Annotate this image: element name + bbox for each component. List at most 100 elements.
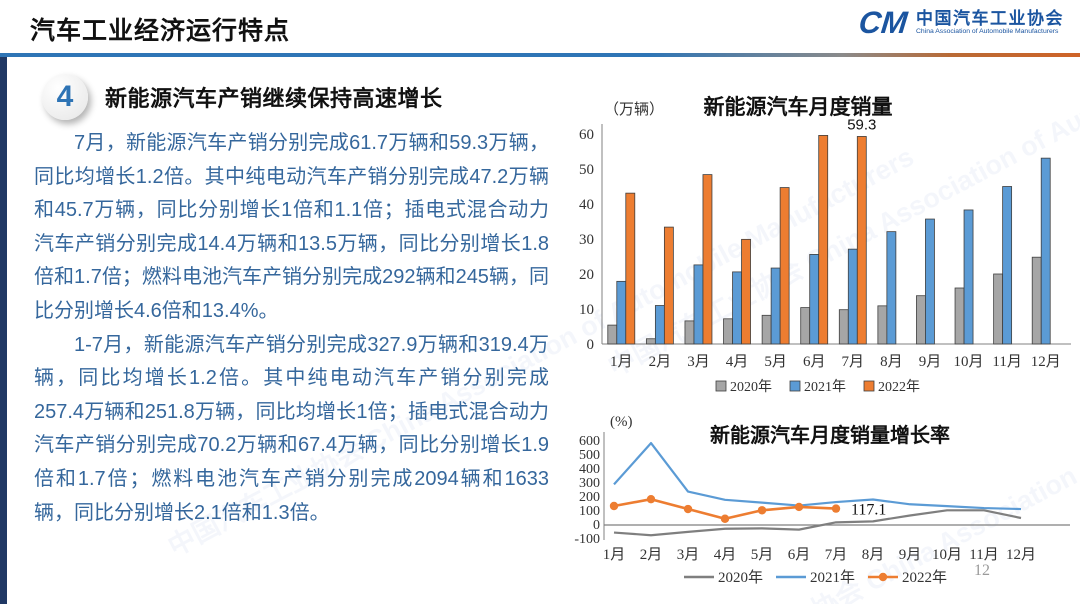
x-tick-label: 2月 bbox=[640, 547, 663, 563]
legend-marker bbox=[878, 572, 888, 582]
x-tick-label: 6月 bbox=[803, 354, 826, 370]
body-paragraph-1: 7月，新能源汽车产销分别完成61.7万辆和59.3万辆，同比均增长1.2倍。其中… bbox=[34, 132, 549, 322]
bar bbox=[723, 318, 733, 345]
x-tick-label: 7月 bbox=[842, 354, 865, 370]
section-number-badge: 4 bbox=[42, 74, 88, 120]
legend-label: 2020年 bbox=[718, 569, 763, 586]
bar bbox=[856, 136, 867, 345]
body-paragraph-2: 1-7月，新能源汽车产销分别完成327.9万辆和319.4万辆，同比均增长1.2… bbox=[34, 333, 549, 524]
bar bbox=[847, 248, 858, 345]
x-tick-label: 4月 bbox=[714, 547, 737, 563]
line-chart-unit-label: (%) bbox=[610, 414, 633, 430]
legend-label: 2022年 bbox=[878, 379, 920, 395]
x-tick-label: 7月 bbox=[825, 547, 848, 563]
y-tick-label: 200 bbox=[579, 490, 600, 505]
bar bbox=[838, 309, 849, 345]
caam-logo: CM 中国汽车工业协会 China Association of Automob… bbox=[856, 5, 1064, 40]
bar bbox=[761, 314, 772, 345]
bar bbox=[1040, 157, 1051, 345]
x-tick-label: 8月 bbox=[880, 354, 903, 370]
header-divider bbox=[0, 53, 1080, 57]
legend-label: 2022年 bbox=[902, 569, 947, 586]
y-tick-label: 30 bbox=[579, 232, 594, 248]
y-tick-label: 50 bbox=[579, 162, 594, 178]
x-tick-label: 11月 bbox=[969, 547, 998, 563]
line-series-2020年 bbox=[613, 509, 1022, 537]
x-tick-label: 1月 bbox=[603, 547, 626, 563]
x-tick-label: 5月 bbox=[764, 354, 787, 370]
monthly-sales-bar-chart: 新能源汽车月度销量 （万辆） 0 10 20 30 40 50 60 1月 2月 3月 4月 5月 6月 7月… bbox=[579, 95, 1071, 395]
logo-org-name-en: China Association of Automobile Manufact… bbox=[916, 28, 1059, 36]
bar bbox=[818, 135, 829, 345]
x-tick-label: 6月 bbox=[788, 547, 811, 563]
bar-series-2022年 bbox=[625, 135, 867, 345]
x-tick-label: 10月 bbox=[954, 354, 984, 370]
x-tick-label: 3月 bbox=[687, 354, 710, 370]
bar bbox=[800, 307, 811, 345]
line-marker bbox=[683, 504, 693, 514]
bar bbox=[779, 187, 790, 345]
x-tick-label: 5月 bbox=[751, 547, 774, 563]
legend-label: 2021年 bbox=[804, 379, 846, 395]
bar bbox=[741, 238, 751, 345]
legend-label: 2020年 bbox=[730, 379, 772, 395]
bar bbox=[616, 280, 627, 345]
y-tick-label: 10 bbox=[579, 302, 594, 318]
caam-logo-mark: CM bbox=[856, 5, 909, 40]
bar bbox=[925, 218, 935, 345]
line-marker bbox=[720, 514, 730, 523]
x-tick-label: 3月 bbox=[677, 547, 700, 563]
legend-swatch bbox=[715, 380, 727, 392]
line-marker bbox=[757, 506, 767, 515]
bar bbox=[684, 320, 695, 345]
bar bbox=[663, 226, 674, 345]
bar bbox=[607, 324, 618, 345]
legend-label: 2021年 bbox=[810, 569, 855, 586]
x-tick-label: 4月 bbox=[726, 354, 749, 370]
bar bbox=[963, 209, 974, 345]
line-series-2021年 bbox=[613, 441, 1022, 511]
bar bbox=[809, 253, 820, 345]
x-tick-label: 8月 bbox=[862, 547, 885, 563]
bar-data-label: 59.3 bbox=[847, 116, 876, 133]
x-tick-label: 1月 bbox=[610, 354, 633, 370]
legend-swatch bbox=[789, 380, 801, 392]
bar bbox=[877, 305, 888, 345]
line-chart-title: 新能源汽车月度销量增长率 bbox=[710, 423, 950, 447]
y-tick-label: -100 bbox=[574, 532, 600, 547]
logo-org-name-cn: 中国汽车工业协会 bbox=[916, 8, 1064, 28]
bar bbox=[645, 338, 656, 345]
y-tick-label: 0 bbox=[593, 518, 600, 533]
bar bbox=[954, 287, 965, 345]
x-tick-label: 10月 bbox=[932, 547, 962, 563]
line-marker bbox=[831, 504, 841, 513]
bar bbox=[654, 305, 665, 345]
bar bbox=[1002, 186, 1013, 345]
bar-series-2021年 bbox=[616, 157, 1051, 345]
y-tick-label: 40 bbox=[579, 197, 594, 213]
bar bbox=[732, 271, 742, 345]
bar bbox=[1031, 256, 1042, 345]
bar bbox=[702, 174, 713, 345]
x-tick-label: 12月 bbox=[1006, 547, 1036, 563]
section-header: 4 新能源汽车产销继续保持高速增长 bbox=[42, 74, 443, 120]
left-accent-strip bbox=[0, 57, 7, 604]
body-text-block: 7月，新能源汽车产销分别完成61.7万辆和59.3万辆，同比均增长1.2倍。其中… bbox=[34, 127, 549, 530]
x-tick-label: 12月 bbox=[1031, 354, 1061, 370]
bar bbox=[625, 192, 636, 345]
y-tick-label: 400 bbox=[579, 462, 600, 477]
bar bbox=[693, 264, 704, 345]
bar bbox=[770, 267, 781, 345]
y-tick-label: 20 bbox=[579, 267, 594, 283]
line-marker bbox=[609, 501, 619, 511]
x-tick-label: 9月 bbox=[899, 547, 922, 563]
y-tick-label: 600 bbox=[579, 434, 600, 449]
y-tick-label: 500 bbox=[579, 448, 600, 463]
legend-swatch bbox=[863, 380, 875, 392]
y-tick-label: 60 bbox=[579, 127, 594, 143]
x-tick-label: 2月 bbox=[649, 354, 672, 370]
bar bbox=[916, 295, 926, 345]
bar-chart-title: 新能源汽车月度销量 bbox=[704, 95, 893, 119]
